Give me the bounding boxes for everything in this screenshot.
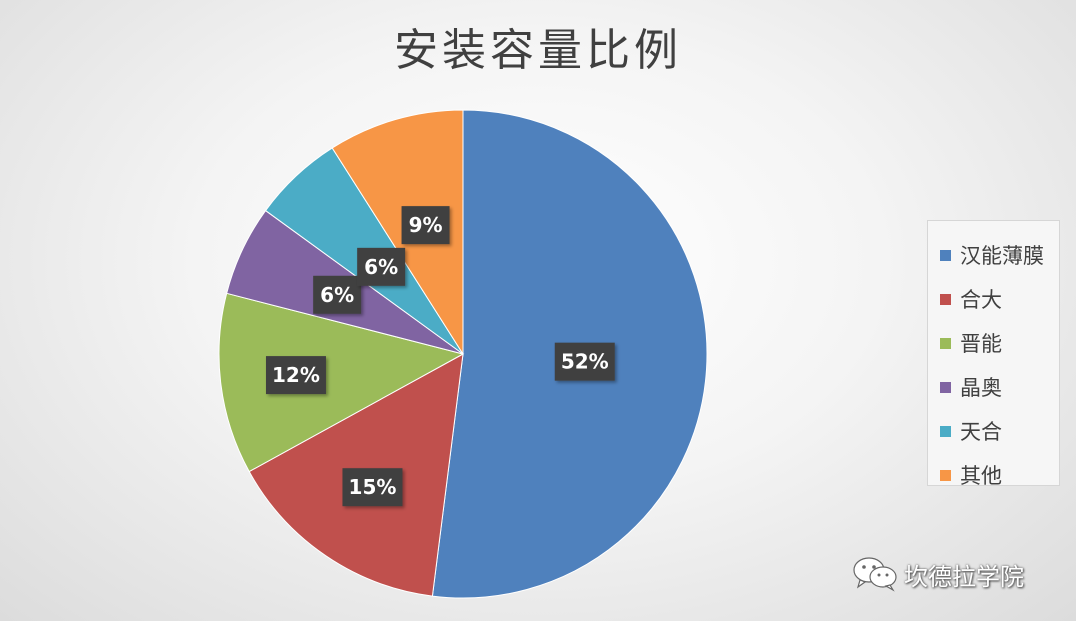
legend-label: 天合	[960, 420, 1002, 444]
pie-slice-5	[331, 109, 464, 356]
watermark: 坎德拉学院	[852, 556, 1024, 592]
chart-legend: 汉能薄膜合大晋能晶奥天合其他	[927, 220, 1060, 488]
legend-label: 晶奥	[960, 376, 1002, 400]
data-label-text: 15%	[349, 475, 397, 499]
data-label-5: 9%	[401, 206, 450, 245]
legend-swatch	[940, 381, 951, 393]
data-label-box	[313, 275, 362, 314]
watermark-text: 坎德拉学院	[904, 562, 1024, 591]
pie-data-labels: 52% 15% 12% 6% 6% 9%	[265, 206, 615, 507]
legend-swatch	[940, 469, 951, 481]
data-label-box	[265, 356, 326, 395]
data-label-text: 9%	[409, 213, 443, 237]
legend-item-1: 合大	[928, 277, 1059, 321]
legend-swatch	[940, 337, 951, 349]
legend-item-5: 其他	[928, 453, 1059, 497]
legend-label: 其他	[960, 464, 1002, 488]
legend-swatch	[940, 425, 951, 437]
legend-label: 汉能薄膜	[960, 244, 1044, 268]
data-label-box	[401, 206, 450, 245]
chart-title: 安装容量比例	[394, 25, 682, 76]
data-label-3: 6%	[313, 275, 362, 314]
data-label-text: 6%	[364, 255, 398, 279]
data-label-2: 12%	[265, 356, 326, 395]
data-label-box	[342, 468, 403, 507]
data-label-text: 52%	[561, 350, 609, 374]
legend-item-4: 天合	[928, 409, 1059, 453]
legend-label: 合大	[960, 288, 1002, 312]
legend-item-0: 汉能薄膜	[928, 233, 1059, 277]
legend-swatch	[940, 249, 951, 261]
legend-item-2: 晋能	[928, 321, 1059, 365]
legend-swatch	[940, 293, 951, 305]
pie-slice-2	[218, 292, 465, 473]
data-label-box	[554, 342, 615, 381]
legend-item-3: 晶奥	[928, 365, 1059, 409]
wechat-icon	[853, 557, 897, 592]
data-label-text: 12%	[272, 363, 320, 387]
data-label-text: 6%	[320, 283, 354, 307]
pie-slices	[218, 109, 708, 599]
legend-label: 晋能	[960, 332, 1002, 356]
data-label-box	[357, 247, 406, 286]
data-label-0: 52%	[554, 342, 615, 381]
data-label-1: 15%	[342, 468, 403, 507]
data-label-4: 6%	[357, 247, 406, 286]
